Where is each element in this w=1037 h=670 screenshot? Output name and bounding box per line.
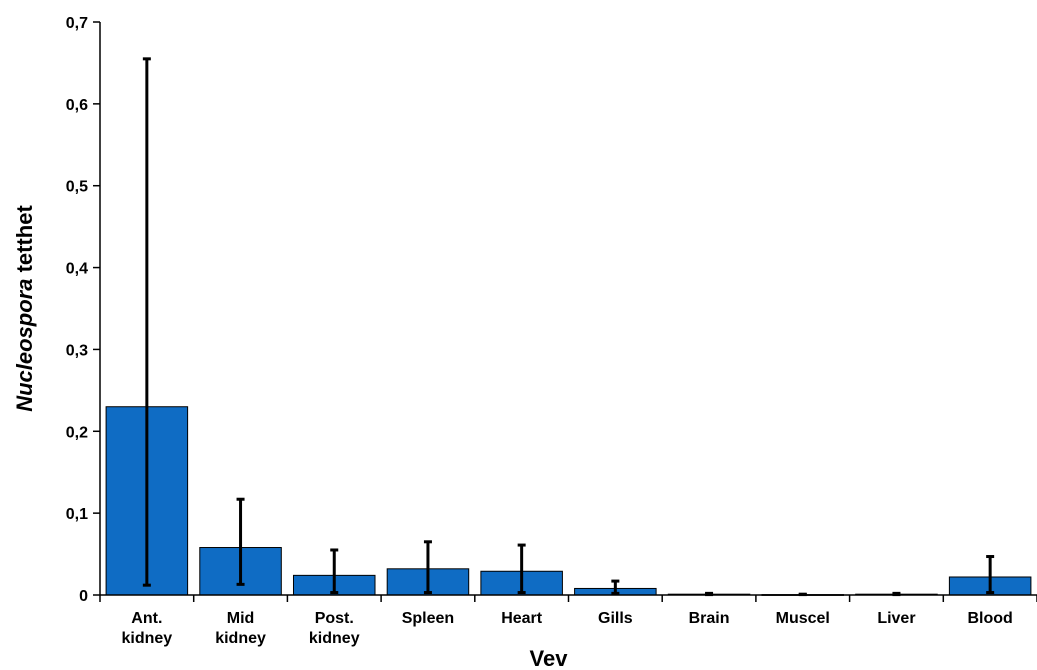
x-category-label: kidney [122,630,173,647]
x-category-label: Blood [967,610,1012,627]
y-tick-label: 0,2 [66,424,88,441]
bar-group [105,406,1032,596]
error-bar-group [142,57,995,597]
x-category-label: kidney [309,630,360,647]
y-axis-title-rest: tetthet [12,205,37,279]
x-category-labels: Ant. kidney Mid kidney Post. kidney Spleen Hear… [99,595,1037,647]
y-tick-label: 0,3 [66,342,88,359]
x-category-label: Spleen [402,610,454,627]
y-tick-label: 0,4 [66,261,88,278]
x-category-label: Brain [689,610,730,627]
y-axis-title: Nucleospora tetthet [12,205,37,412]
y-axis-title-italic: Nucleospora [12,279,37,412]
y-tick-label: 0,6 [66,97,88,114]
y-ticks: 0 0,1 0,2 0,3 0,4 0,5 0,6 0,7 [66,15,100,605]
y-tick-label: 0,1 [66,506,88,523]
x-category-label: Muscel [776,610,830,627]
x-axis-title: Vev [530,646,569,670]
x-category-label: Heart [501,610,543,627]
x-category-label: Mid [227,610,255,627]
x-category-label: kidney [215,630,266,647]
x-category-label: Ant. [131,610,162,627]
x-category-label: Liver [877,610,915,627]
x-category-label: Gills [598,610,633,627]
x-category-label: Post. [315,610,354,627]
y-tick-label: 0,5 [66,179,88,196]
y-tick-label: 0,7 [66,15,88,32]
y-tick-label: 0 [79,588,88,605]
